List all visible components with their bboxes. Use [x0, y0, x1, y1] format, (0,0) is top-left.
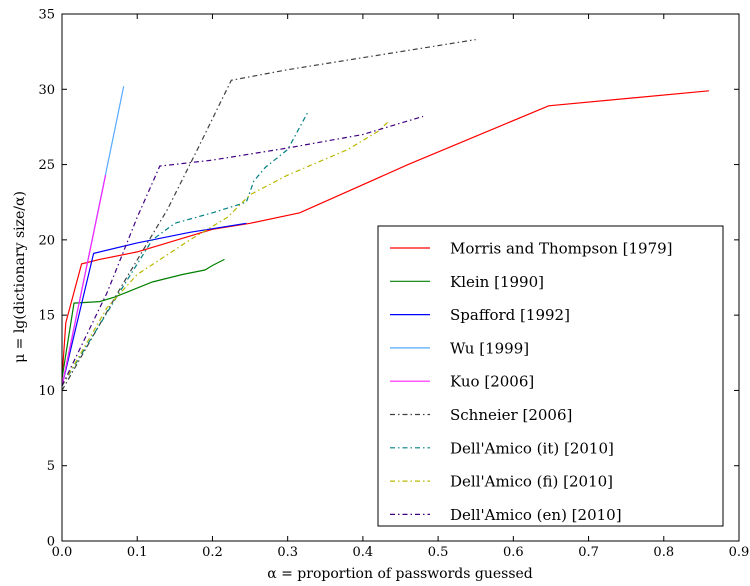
series-line-5 — [61, 39, 476, 391]
series-line-7 — [61, 120, 390, 387]
legend-label: Wu [1999] — [450, 339, 529, 357]
legend-label: Kuo [2006] — [450, 373, 534, 391]
x-tick-label: 0.0 — [52, 545, 73, 560]
x-tick-label: 0.3 — [277, 545, 298, 560]
series-line-2 — [61, 222, 247, 387]
x-tick-label: 0.7 — [578, 545, 599, 560]
y-axis-label: μ = lg(dictionary size/α) — [12, 191, 28, 363]
y-tick-label: 30 — [38, 83, 55, 98]
y-tick-label: 5 — [47, 459, 55, 474]
legend-label: Spafford [1992] — [450, 306, 570, 324]
x-tick-label: 0.2 — [202, 545, 223, 560]
legend: Morris and Thompson [1979] Klein [1990] Sp… — [377, 225, 724, 527]
y-tick-label: 0 — [47, 535, 55, 550]
legend-label: Klein [1990] — [450, 273, 544, 291]
series-line-1 — [61, 258, 225, 379]
ticks-layer: 0.0 0.1 0.2 0.3 0.4 0.5 0.6 0.7 0.8 0.9 0 5 10 15 20 25… — [38, 8, 749, 561]
series-line-6 — [61, 111, 309, 387]
plot-frame — [61, 13, 740, 542]
legend-label: Dell'Amico (en) [2010] — [450, 506, 622, 524]
legend-label: Dell'Amico (it) [2010] — [450, 439, 614, 457]
series-line-8 — [61, 115, 424, 387]
legend-label: Morris and Thompson [1979] — [450, 240, 673, 258]
x-tick-label: 0.5 — [428, 545, 449, 560]
x-tick-label: 0.9 — [729, 545, 750, 560]
x-tick-label: 0.4 — [353, 545, 374, 560]
y-tick-label: 15 — [38, 309, 55, 324]
series-line-4 — [61, 174, 107, 387]
x-tick-label: 0.1 — [127, 545, 148, 560]
series-layer — [61, 39, 709, 391]
y-tick-label: 20 — [38, 233, 55, 248]
y-tick-label: 35 — [38, 8, 55, 23]
legend-label: Schneier [2006] — [450, 406, 572, 424]
y-tick-label: 10 — [38, 384, 55, 399]
x-tick-label: 0.6 — [503, 545, 524, 560]
y-tick-label: 25 — [38, 158, 55, 173]
legend-label: Dell'Amico (fi) [2010] — [450, 473, 613, 491]
x-tick-label: 0.8 — [653, 545, 674, 560]
x-axis-label: α = proportion of passwords guessed — [267, 566, 533, 582]
legend-box — [377, 225, 724, 527]
